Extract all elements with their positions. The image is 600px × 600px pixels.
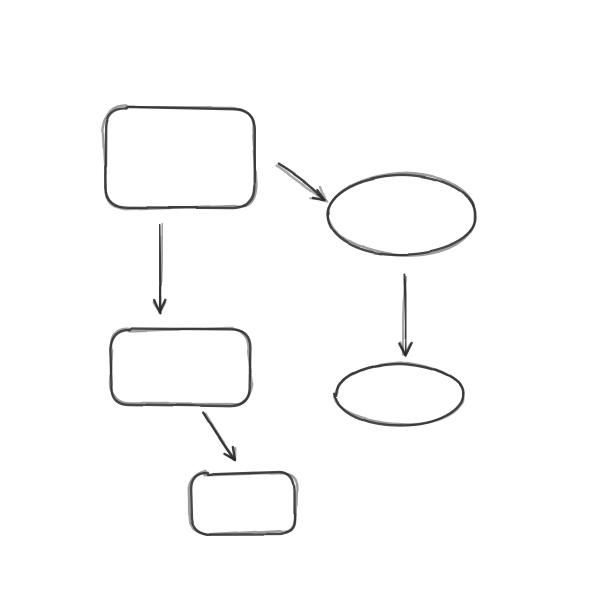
flowchart-canvas bbox=[0, 0, 600, 600]
sketch-layer bbox=[103, 106, 476, 535]
node-r1 bbox=[103, 106, 257, 210]
arrow-a4 bbox=[399, 274, 411, 355]
arrow-a1 bbox=[154, 224, 166, 313]
arrow-a2 bbox=[277, 164, 327, 202]
node-e1 bbox=[327, 173, 476, 256]
node-e2 bbox=[334, 363, 464, 426]
arrow-a3 bbox=[204, 413, 236, 460]
node-r2 bbox=[110, 328, 252, 406]
node-r3 bbox=[189, 471, 297, 535]
